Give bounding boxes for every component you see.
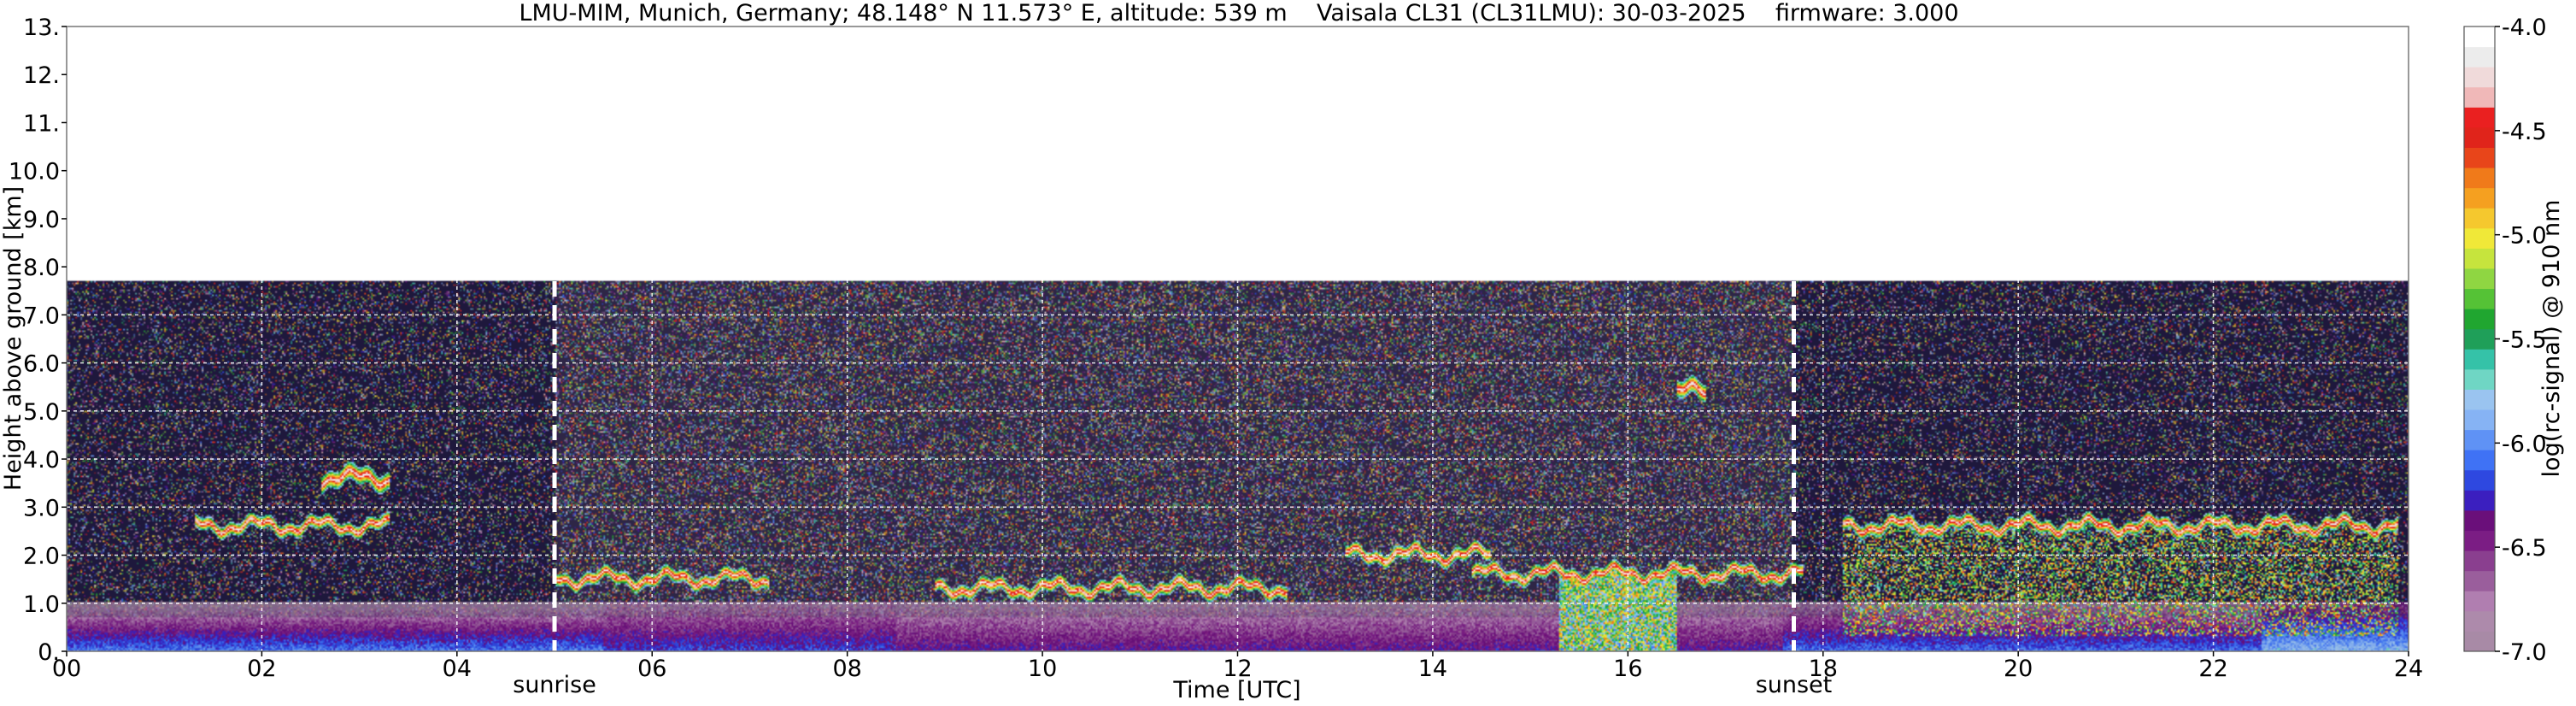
y-axis-label: Height above ground [km] bbox=[0, 186, 26, 491]
colorbar-segment bbox=[2464, 126, 2495, 148]
x-tick-label: 12 bbox=[1223, 656, 1252, 682]
y-tick-label: 9.0 bbox=[23, 207, 60, 233]
x-tick-label: 02 bbox=[247, 656, 276, 682]
colorbar-tick-label: -6.5 bbox=[2502, 535, 2547, 562]
colorbar-segment bbox=[2464, 509, 2495, 532]
colorbar-segment bbox=[2464, 490, 2495, 511]
y-tick-label: 3.0 bbox=[23, 495, 60, 521]
x-axis-ticks: 00 02 04 06 08 10 12 14 16 18 20 22 24 bbox=[52, 651, 2423, 682]
plot-area: sunrise sunset bbox=[66, 26, 2409, 698]
colorbar-tick-label: -4.0 bbox=[2502, 15, 2547, 41]
x-tick-label: 08 bbox=[832, 656, 861, 682]
colorbar-segment bbox=[2464, 208, 2495, 229]
colorbar-segment bbox=[2464, 450, 2495, 471]
sunset-label: sunset bbox=[1756, 672, 1833, 698]
event-lines: sunrise sunset bbox=[513, 281, 1832, 698]
colorbar-segment bbox=[2464, 86, 2495, 108]
colorbar-segment bbox=[2464, 389, 2495, 410]
x-tick-label: 22 bbox=[2198, 656, 2227, 682]
y-tick-label: 6.0 bbox=[23, 351, 60, 378]
colorbar-segment bbox=[2464, 309, 2495, 330]
x-tick-label: 10 bbox=[1028, 656, 1057, 682]
x-tick-label: 00 bbox=[52, 656, 81, 682]
x-tick-label: 24 bbox=[2394, 656, 2423, 682]
colorbar-tick-label: -7.0 bbox=[2502, 639, 2547, 666]
x-tick-label: 14 bbox=[1418, 656, 1447, 682]
y-tick-label: 0. bbox=[38, 639, 60, 666]
colorbar-segment bbox=[2464, 26, 2495, 48]
colorbar-label: log(rc-signal) @ 910 nm bbox=[2538, 200, 2565, 478]
colorbar-segment bbox=[2464, 591, 2495, 612]
colorbar-segment bbox=[2464, 631, 2495, 652]
colorbar-tick-label: -6.0 bbox=[2502, 431, 2547, 457]
colorbar-segment bbox=[2464, 409, 2495, 431]
colorbar-segment bbox=[2464, 107, 2495, 128]
colorbar-segment bbox=[2464, 570, 2495, 591]
colorbar-segment bbox=[2464, 550, 2495, 572]
chart-title: LMU-MIM, Munich, Germany; 48.148° N 11.5… bbox=[519, 0, 1958, 26]
y-tick-label: 1.0 bbox=[23, 591, 60, 618]
colorbar-segment bbox=[2464, 187, 2495, 209]
y-tick-label: 12. bbox=[23, 62, 60, 89]
y-tick-label: 5.0 bbox=[23, 399, 60, 426]
x-tick-label: 04 bbox=[443, 656, 472, 682]
grid-lines bbox=[67, 26, 2409, 651]
x-axis-label: Time [UTC] bbox=[1172, 677, 1300, 703]
colorbar-segment bbox=[2464, 610, 2495, 632]
colorbar-segment bbox=[2464, 530, 2495, 551]
colorbar-segment bbox=[2464, 469, 2495, 491]
y-tick-label: 7.0 bbox=[23, 303, 60, 329]
colorbar-tick-label: -5.5 bbox=[2502, 327, 2547, 354]
colorbar-tick-label: -5.0 bbox=[2502, 223, 2547, 250]
heatmap-image bbox=[67, 26, 2409, 651]
colorbar-segment bbox=[2464, 288, 2495, 309]
colorbar-segment bbox=[2464, 328, 2495, 350]
colorbar-segment bbox=[2464, 248, 2495, 269]
colorbar-segment bbox=[2464, 349, 2495, 370]
colorbar-segment bbox=[2464, 46, 2495, 68]
colorbar-segment bbox=[2464, 227, 2495, 249]
y-tick-label: 4.0 bbox=[23, 447, 60, 474]
x-tick-label: 16 bbox=[1613, 656, 1642, 682]
x-tick-label: 18 bbox=[1809, 656, 1838, 682]
y-tick-label: 2.0 bbox=[23, 544, 60, 570]
backscatter-heatmap bbox=[67, 26, 2409, 651]
colorbar-segment bbox=[2464, 67, 2495, 88]
y-tick-label: 10.0 bbox=[9, 159, 60, 185]
y-tick-label: 13. bbox=[23, 15, 60, 41]
colorbar-segment bbox=[2464, 147, 2495, 168]
y-tick-label: 8.0 bbox=[23, 255, 60, 281]
colorbar-segment bbox=[2464, 268, 2495, 290]
x-tick-label: 06 bbox=[637, 656, 666, 682]
colorbar-segment bbox=[2464, 368, 2495, 390]
colorbar-segment bbox=[2464, 429, 2495, 450]
colorbar-tick-label: -4.5 bbox=[2502, 119, 2547, 145]
colorbar-segment bbox=[2464, 168, 2495, 189]
colorbar: -4.0 -4.5 -5.0 -5.5 -6.0 -6.5 -7.0 bbox=[2463, 15, 2547, 666]
y-axis-ticks: 0. 1.0 2.0 3.0 4.0 5.0 6.0 7.0 8.0 9.0 10.0 11. 12. 1… bbox=[9, 15, 67, 666]
sunrise-label: sunrise bbox=[513, 672, 596, 698]
x-tick-label: 20 bbox=[2004, 656, 2033, 682]
y-tick-label: 11. bbox=[23, 110, 60, 137]
